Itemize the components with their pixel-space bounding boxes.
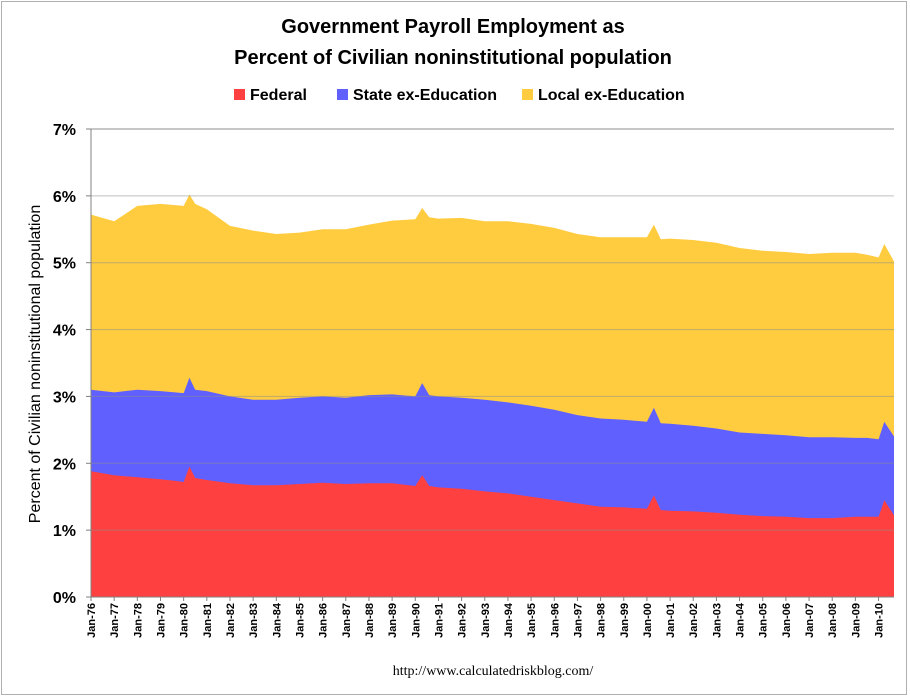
x-tick-label: Jan-88 [364,603,376,638]
x-tick-label: Jan-02 [688,603,700,638]
x-tick-label: Jan-00 [642,603,654,638]
x-tick-label: Jan-89 [387,603,399,638]
x-tick-label: Jan-79 [156,603,168,638]
axes [90,129,894,598]
x-tick-label: Jan-05 [758,603,770,638]
x-tick-label: Jan-92 [457,603,469,638]
y-tick-label: 1% [53,523,76,540]
x-tick-label: Jan-82 [225,603,237,638]
area-federal [91,466,894,597]
x-tick-label: Jan-95 [526,603,538,638]
legend-label-state: State ex-Education [353,87,497,104]
x-tick-label: Jan-85 [295,603,307,638]
x-tick-label: Jan-77 [109,603,121,638]
x-tick-label: Jan-01 [665,603,677,638]
y-tick-label: 5% [53,256,76,273]
legend-swatch-local [522,89,533,100]
x-tick-label: Jan-83 [248,603,260,638]
x-tick-label: Jan-04 [735,602,747,638]
x-tick-label: Jan-09 [850,603,862,638]
x-tick-label: Jan-86 [318,603,330,638]
x-tick-label: Jan-96 [549,603,561,638]
y-tick-label: 0% [53,590,76,607]
y-tick-label: 3% [53,389,76,406]
legend-swatch-federal [234,89,245,100]
x-tick-label: Jan-87 [341,603,353,638]
legend-label-federal: Federal [250,87,307,104]
area-series-group [91,194,894,597]
y-tick-label: 6% [53,189,76,206]
y-tick-label: 7% [53,122,76,139]
chart-title: Government Payroll Employment as Percent… [234,16,672,69]
x-tick-label: Jan-06 [781,603,793,638]
x-tick-label: Jan-97 [572,603,584,638]
x-tick-label: Jan-81 [202,603,214,638]
x-tick-label: Jan-99 [619,603,631,638]
x-tick-label: Jan-08 [827,603,839,638]
legend-label-local: Local ex-Education [538,87,685,104]
y-tick-label: 2% [53,456,76,473]
x-tick-labels: Jan-76 Jan-77 Jan-78 Jan-79 Jan-80 Jan-81 Jan-… [86,597,886,638]
legend: Federal State ex-Education Local ex-Educ… [234,87,685,104]
x-tick-label: Jan-94 [503,602,515,638]
gridlines [91,128,894,531]
x-tick-label: Jan-76 [86,603,98,638]
y-tick-label: 4% [53,323,76,340]
y-tick-labels: 0% 1% 2% 3% 4% 5% 6% 7% [53,122,91,607]
x-tick-label: Jan-93 [480,603,492,638]
x-tick-label: Jan-03 [711,603,723,638]
source-note: http://www.calculatedriskblog.com/ [393,664,594,679]
x-tick-label: Jan-78 [132,603,144,638]
title-line-1: Government Payroll Employment as [281,16,624,38]
x-tick-label: Jan-10 [874,603,886,638]
y-axis-label: Percent of Civilian noninstitutional pop… [27,205,44,523]
x-tick-label: Jan-90 [410,603,422,638]
x-tick-label: Jan-07 [804,603,816,638]
x-tick-label: Jan-91 [433,603,445,638]
title-line-2: Percent of Civilian noninstitutional pop… [234,47,672,69]
x-tick-label: Jan-84 [271,602,283,638]
legend-swatch-state [337,89,348,100]
x-tick-label: Jan-80 [179,603,191,638]
x-tick-label: Jan-98 [596,603,608,638]
